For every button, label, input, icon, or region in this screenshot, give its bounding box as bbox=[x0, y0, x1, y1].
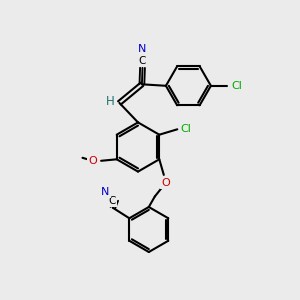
Text: N: N bbox=[101, 187, 110, 197]
Text: C: C bbox=[108, 196, 116, 206]
Text: C: C bbox=[139, 56, 146, 66]
Text: O: O bbox=[88, 156, 97, 166]
Text: O: O bbox=[161, 178, 170, 188]
Text: Cl: Cl bbox=[232, 81, 242, 91]
Text: Cl: Cl bbox=[180, 124, 191, 134]
Text: H: H bbox=[106, 95, 115, 108]
Text: N: N bbox=[138, 44, 147, 54]
